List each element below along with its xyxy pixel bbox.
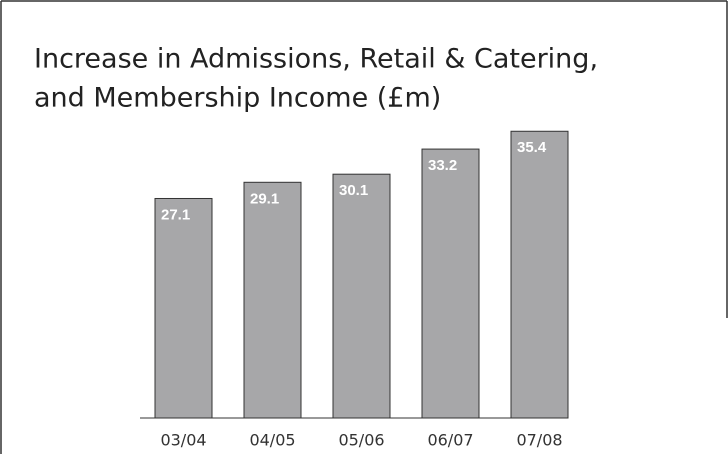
value-label: 29.1 <box>250 190 279 207</box>
x-tick-label: 04/05 <box>249 431 295 450</box>
chart-title: and Membership Income (£m) <box>34 83 441 114</box>
value-label: 30.1 <box>339 182 368 199</box>
value-label: 35.4 <box>517 139 547 156</box>
bar <box>421 148 480 419</box>
bar <box>243 181 302 419</box>
x-tick-label: 06/07 <box>427 431 473 450</box>
x-tick-label: 03/04 <box>160 431 206 450</box>
bar <box>332 173 391 419</box>
value-label: 33.2 <box>428 157 457 174</box>
chart-title: Increase in Admissions, Retail & Caterin… <box>34 44 598 75</box>
x-tick-label: 07/08 <box>516 431 562 450</box>
value-label: 27.1 <box>161 206 190 223</box>
bar <box>510 130 569 419</box>
bar <box>154 197 213 419</box>
x-tick-label: 05/06 <box>338 431 384 450</box>
